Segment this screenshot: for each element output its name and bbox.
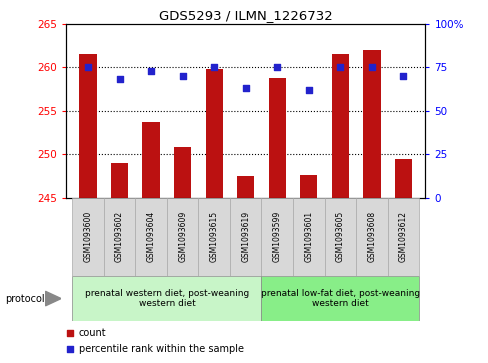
- Bar: [135, 198, 166, 276]
- Point: [242, 85, 249, 91]
- Bar: [72, 198, 103, 276]
- Text: GSM1093605: GSM1093605: [335, 211, 344, 262]
- Text: GSM1093608: GSM1093608: [366, 211, 376, 262]
- Point: [210, 64, 218, 70]
- Text: GSM1093602: GSM1093602: [115, 211, 124, 262]
- Bar: [363, 50, 380, 198]
- Point: [399, 73, 407, 79]
- Text: GSM1093612: GSM1093612: [398, 211, 407, 262]
- Text: GSM1093609: GSM1093609: [178, 211, 187, 262]
- Point: [66, 330, 74, 336]
- Bar: [261, 198, 292, 276]
- Bar: [300, 175, 317, 198]
- Point: [336, 64, 344, 70]
- Bar: [229, 198, 261, 276]
- Bar: [292, 198, 324, 276]
- Point: [179, 73, 186, 79]
- Point: [116, 77, 123, 82]
- Point: [84, 64, 92, 70]
- Bar: [72, 276, 261, 321]
- Text: GSM1093615: GSM1093615: [209, 211, 218, 262]
- Bar: [103, 198, 135, 276]
- Bar: [387, 198, 418, 276]
- Bar: [166, 198, 198, 276]
- Polygon shape: [45, 291, 61, 306]
- Point: [304, 87, 312, 93]
- Text: count: count: [79, 328, 106, 338]
- Text: GSM1093619: GSM1093619: [241, 211, 250, 262]
- Bar: [174, 147, 191, 198]
- Bar: [261, 276, 418, 321]
- Point: [66, 346, 74, 352]
- Title: GDS5293 / ILMN_1226732: GDS5293 / ILMN_1226732: [159, 9, 332, 23]
- Bar: [355, 198, 387, 276]
- Text: GSM1093599: GSM1093599: [272, 211, 281, 262]
- Point: [273, 64, 281, 70]
- Bar: [268, 78, 285, 198]
- Bar: [142, 122, 160, 198]
- Text: prenatal low-fat diet, post-weaning
western diet: prenatal low-fat diet, post-weaning west…: [260, 289, 419, 308]
- Bar: [331, 54, 348, 198]
- Bar: [111, 163, 128, 198]
- Text: prenatal western diet, post-weaning
western diet: prenatal western diet, post-weaning west…: [84, 289, 248, 308]
- Bar: [79, 54, 97, 198]
- Point: [367, 64, 375, 70]
- Bar: [394, 159, 411, 198]
- Bar: [205, 69, 223, 198]
- Text: protocol: protocol: [5, 294, 44, 303]
- Bar: [198, 198, 229, 276]
- Bar: [324, 198, 355, 276]
- Text: GSM1093600: GSM1093600: [83, 211, 92, 262]
- Text: GSM1093604: GSM1093604: [146, 211, 155, 262]
- Bar: [237, 176, 254, 198]
- Text: percentile rank within the sample: percentile rank within the sample: [79, 344, 243, 354]
- Text: GSM1093601: GSM1093601: [304, 211, 313, 262]
- Point: [147, 68, 155, 74]
